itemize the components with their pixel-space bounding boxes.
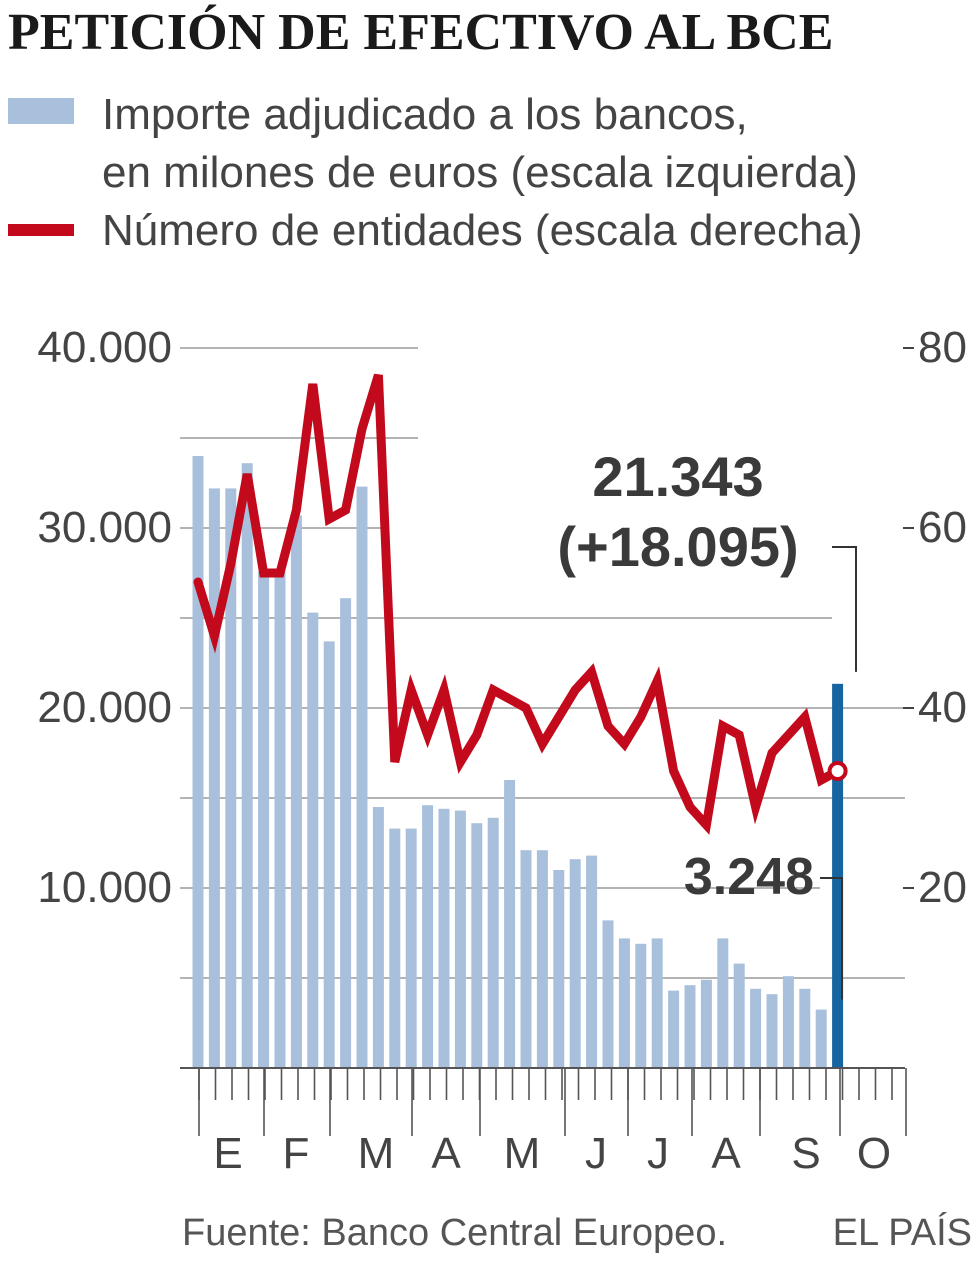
bar xyxy=(536,850,548,1068)
left-axis-tick-label: 30.000 xyxy=(37,503,172,552)
legend-line-entry: Número de entidades (escala derecha) xyxy=(8,202,863,260)
bar xyxy=(307,612,319,1068)
annotation-prev-value: 3.248 xyxy=(684,848,814,906)
month-label: J xyxy=(647,1129,669,1178)
legend-bars-text: Importe adjudicado a los bancos, en milo… xyxy=(102,86,858,202)
bar xyxy=(356,486,368,1069)
bar xyxy=(405,828,417,1068)
brand-logo: EL PAÍS xyxy=(832,1212,972,1254)
legend-bar-swatch xyxy=(8,98,74,124)
bar xyxy=(290,515,302,1068)
bar xyxy=(569,859,581,1068)
bar xyxy=(586,855,598,1068)
entities-line xyxy=(193,373,843,835)
right-axis-tick-label: 80 xyxy=(918,323,967,372)
bar xyxy=(766,994,778,1068)
last-point-marker xyxy=(827,761,848,781)
month-label: M xyxy=(504,1129,541,1178)
bar xyxy=(618,938,630,1068)
bar xyxy=(815,1009,827,1068)
legend-line-text: Número de entidades (escala derecha) xyxy=(102,206,863,255)
bar xyxy=(208,488,220,1068)
bar xyxy=(750,988,762,1068)
legend-bars-line1: Importe adjudicado a los bancos, xyxy=(102,90,748,139)
bar xyxy=(684,985,696,1068)
bar xyxy=(635,943,647,1068)
month-label: O xyxy=(857,1129,891,1178)
bar xyxy=(225,488,237,1068)
month-label: E xyxy=(213,1129,242,1178)
left-axis-tick-label: 10.000 xyxy=(37,863,172,912)
month-label: J xyxy=(585,1129,607,1178)
bar xyxy=(471,823,483,1068)
bar xyxy=(733,963,745,1068)
bar xyxy=(504,780,516,1068)
source-note: Fuente: Banco Central Europeo. xyxy=(182,1212,728,1254)
bar xyxy=(192,456,204,1068)
bar xyxy=(258,571,270,1068)
right-axis-tick-label: 40 xyxy=(918,683,967,732)
month-label: A xyxy=(431,1129,461,1178)
bar xyxy=(799,988,811,1068)
bar xyxy=(602,920,614,1068)
bar xyxy=(323,641,335,1068)
bar xyxy=(717,938,729,1068)
annotation-last-value: 21.343 xyxy=(592,445,763,508)
bar xyxy=(782,976,794,1068)
right-axis-tick-label: 60 xyxy=(918,503,967,552)
annotation-leader-last xyxy=(832,546,857,672)
bar xyxy=(274,571,286,1068)
legend-bars-line2: en milones de euros (escala izquierda) xyxy=(102,148,858,197)
bar xyxy=(340,598,352,1068)
bar xyxy=(438,808,450,1068)
bar xyxy=(454,810,466,1068)
month-label: A xyxy=(711,1129,741,1178)
bar xyxy=(700,979,712,1068)
bar xyxy=(487,817,499,1068)
bar xyxy=(389,828,401,1068)
legend-bars-entry: Importe adjudicado a los bancos, en milo… xyxy=(8,86,858,202)
bar xyxy=(372,807,384,1068)
legend-line-swatch xyxy=(8,224,74,236)
bar xyxy=(241,463,253,1068)
left-axis-tick-label: 20.000 xyxy=(37,683,172,732)
bar xyxy=(651,938,663,1068)
left-axis-tick-label: 40.000 xyxy=(37,323,172,372)
bar xyxy=(668,990,680,1068)
month-label: S xyxy=(791,1129,820,1178)
chart-title: PETICIÓN DE EFECTIVO AL BCE xyxy=(8,4,834,61)
highlight-bar xyxy=(832,683,844,1068)
annotation-leader-prev xyxy=(820,877,843,1000)
month-label: M xyxy=(358,1129,395,1178)
month-label: F xyxy=(283,1129,310,1178)
bar xyxy=(422,805,434,1068)
annotation-last-change: (+18.095) xyxy=(557,515,798,578)
right-axis-tick-label: 20 xyxy=(918,863,967,912)
bar xyxy=(520,850,532,1068)
bar xyxy=(553,870,565,1068)
